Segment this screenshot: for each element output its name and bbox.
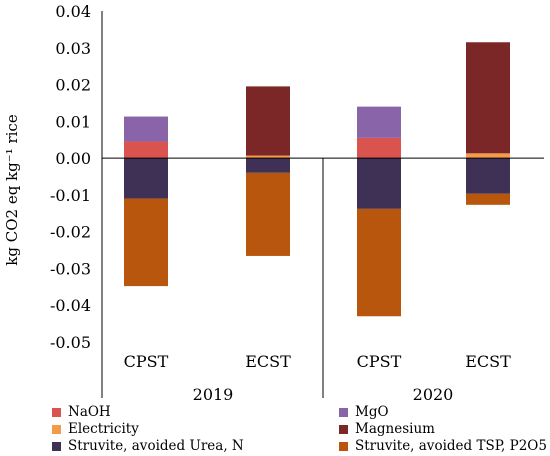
y-tick-label: -0.03 [50,259,91,278]
y-axis-label: kg CO2 eq kg⁻¹ rice [3,114,21,266]
bar-segment [246,158,290,173]
bar-segment [357,106,401,138]
y-tick-label: -0.05 [50,333,91,352]
x-category-label: ECST [465,352,511,371]
legend-swatch [339,407,348,417]
bar-segment [124,198,168,287]
x-category-label: CPST [124,352,169,371]
legend-item: MgO [339,404,389,420]
bar-segment [246,86,290,156]
x-group-label: 2020 [413,385,454,404]
y-tick-label: -0.01 [50,186,91,205]
bar-segment [357,158,401,209]
legend-swatch [339,424,348,434]
x-group-label: 2019 [193,385,234,404]
legend-swatch [52,424,61,434]
bar-segment [124,141,168,159]
legend-label: Struvite, avoided Urea, N [68,438,244,454]
bar-segment [466,42,510,154]
bar-segment [246,155,290,159]
legend-item: NaOH [52,404,111,420]
bar-segment [466,153,510,159]
legend-label: Electricity [68,421,139,437]
legend-label: Struvite, avoided TSP, P2O5 [355,438,547,454]
y-tick-label: -0.02 [50,223,91,242]
bar-segment [124,158,168,199]
y-tick-label: 0.03 [55,39,91,58]
legend-swatch [52,441,61,451]
bar-segments [124,42,510,317]
bar-segment [246,172,290,256]
bar-segment [124,116,168,142]
legend-label: Magnesium [355,421,435,437]
y-tick-label: -0.04 [50,296,91,315]
bar-segment [466,193,510,205]
legend-swatch [52,407,61,417]
legend-item: Struvite, avoided Urea, N [52,438,244,454]
y-tick-label: 0.02 [55,76,91,95]
x-category-label: ECST [245,352,291,371]
x-axis: CPST ECST CPST ECST 2019 2020 [102,157,544,404]
legend-label: MgO [355,404,389,420]
legend-item: Magnesium [339,421,435,437]
y-tick-label: 0.04 [55,2,91,21]
bar-segment [357,208,401,317]
y-tick-label: 0.00 [55,149,91,168]
legend-label: NaOH [68,404,111,420]
x-category-label: CPST [357,352,402,371]
legend: NaOH MgO Electricity Magnesium Struvite, avo… [52,404,550,456]
y-axis: 0.04 0.03 0.02 0.01 0.00 -0.01 -0.02 -0.03 -0.04… [50,2,103,398]
legend-item: Electricity [52,421,139,437]
y-tick-label: 0.01 [55,112,91,131]
bar-segment [357,137,401,159]
bar-segment [466,158,510,194]
legend-item: Struvite, avoided TSP, P2O5 [339,438,547,454]
legend-swatch [339,441,348,451]
